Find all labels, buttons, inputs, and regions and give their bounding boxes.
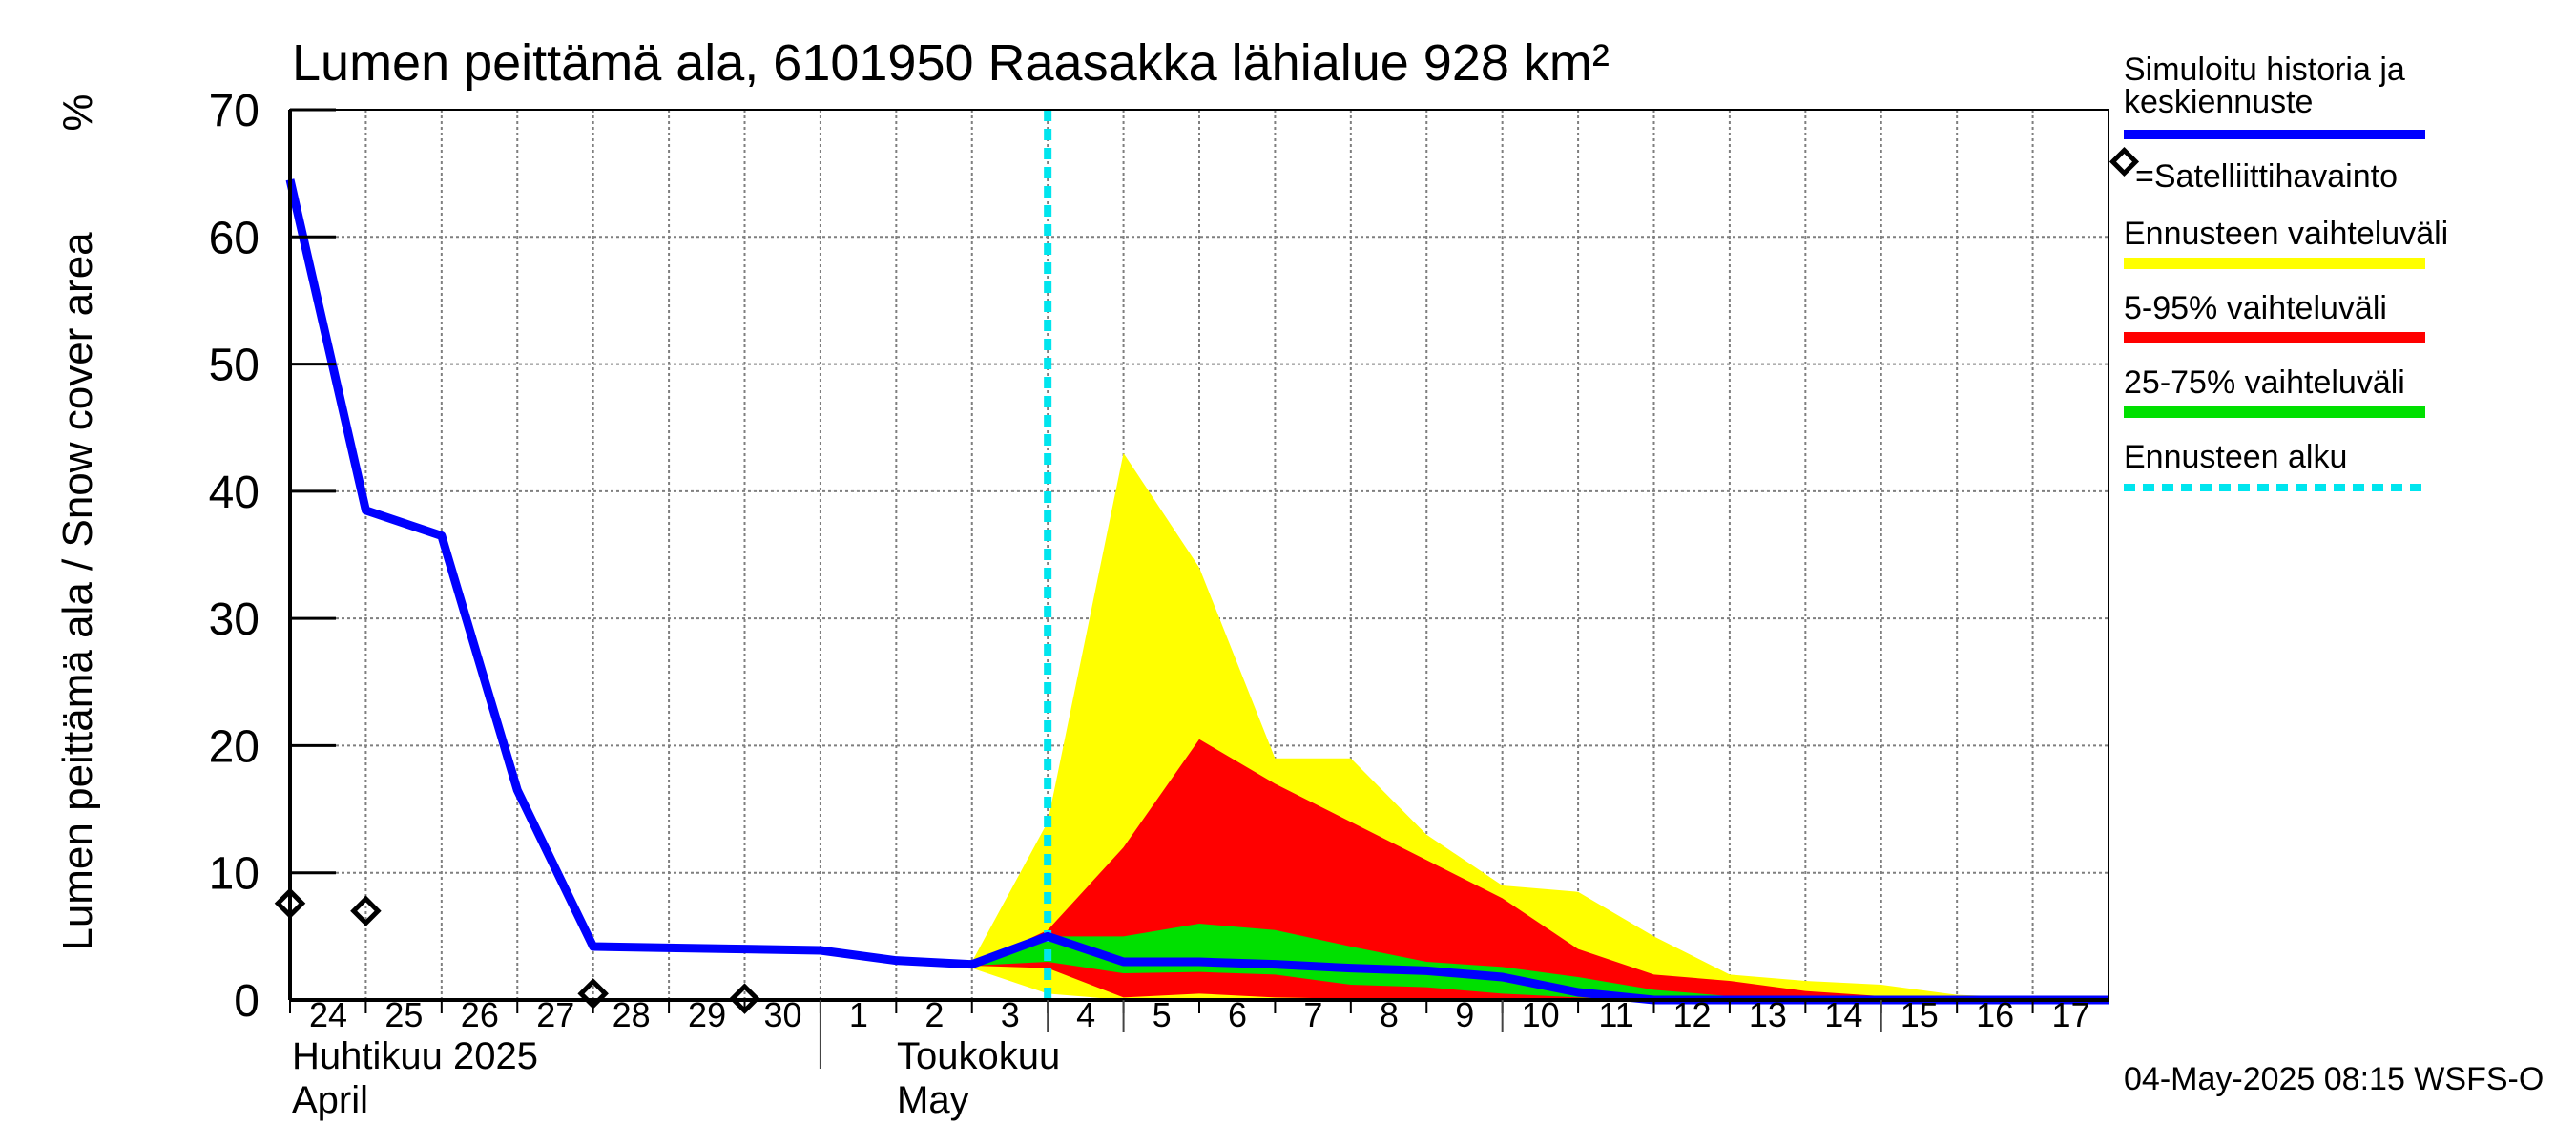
y-tick-label: 70: [209, 86, 260, 136]
x-tick-label: 3: [1001, 995, 1020, 1034]
x-tick-label: 25: [384, 995, 423, 1034]
y-tick-label: 30: [209, 594, 260, 645]
month-label-april-fi: Huhtikuu 2025: [292, 1035, 538, 1077]
footer-timestamp: 04-May-2025 08:15 WSFS-O: [2124, 1061, 2544, 1097]
x-tick-label: 27: [536, 995, 574, 1034]
x-tick-label: 5: [1153, 995, 1172, 1034]
legend: Simuloitu historia ja keskiennuste =Sate…: [2109, 52, 2448, 491]
y-tick-label: 40: [209, 468, 260, 518]
x-tick-label: 30: [763, 995, 801, 1034]
x-tick-label: 7: [1303, 995, 1322, 1034]
x-tick-label: 15: [1901, 995, 1939, 1034]
y-tick-label: 50: [209, 341, 260, 391]
x-tick-label: 8: [1380, 995, 1399, 1034]
y-axis-label: Lumen peittämä ala / Snow cover area: [54, 232, 101, 951]
x-tick-label: 14: [1824, 995, 1862, 1034]
legend-history-label-1: Simuloitu historia ja: [2124, 52, 2405, 88]
satellite-markers: [274, 887, 760, 1014]
legend-forecast-range-label: Ennusteen vaihteluväli: [2124, 216, 2448, 252]
x-tick-label: 16: [1976, 995, 2014, 1034]
month-label-april-en: April: [292, 1079, 368, 1121]
satellite-marker: [274, 887, 306, 919]
x-tick-label: 10: [1522, 995, 1560, 1034]
legend-25-75-label: 25-75% vaihteluväli: [2124, 364, 2405, 401]
x-tick-label: 9: [1455, 995, 1474, 1034]
legend-history-label-2: keskiennuste: [2124, 84, 2313, 120]
x-tick-label: 13: [1749, 995, 1787, 1034]
x-tick-label: 11: [1598, 995, 1633, 1034]
x-tick-label: 17: [2052, 995, 2090, 1034]
band-area-2: [971, 924, 2109, 1000]
y-tick-label: 0: [234, 976, 260, 1027]
x-tick-label: 24: [309, 995, 347, 1034]
x-tick-label: 1: [849, 995, 868, 1034]
legend-satellite-marker: [2109, 146, 2140, 177]
y-tick-label: 10: [209, 849, 260, 900]
x-tick-label: 6: [1228, 995, 1247, 1034]
x-tick-label: 29: [688, 995, 726, 1034]
legend-forecast-start-label: Ennusteen alku: [2124, 439, 2347, 475]
y-tick-label: 60: [209, 213, 260, 263]
forecast-bands: [971, 452, 2109, 1000]
satellite-marker: [350, 895, 382, 926]
y-axis-unit: %: [54, 94, 101, 131]
y-tick-label: 20: [209, 721, 260, 772]
chart-title: Lumen peittämä ala, 6101950 Raasakka läh…: [292, 34, 1610, 92]
x-tick-label: 26: [461, 995, 499, 1034]
legend-5-95-label: 5-95% vaihteluväli: [2124, 290, 2387, 326]
x-tick-label: 4: [1076, 995, 1095, 1034]
x-tick-label: 2: [924, 995, 944, 1034]
x-tick-label: 28: [613, 995, 651, 1034]
x-tick-label: 12: [1672, 995, 1711, 1034]
satellite-marker: [729, 983, 760, 1014]
satellite-marker: [577, 978, 609, 1010]
legend-satellite-label: =Satelliittihavainto: [2135, 158, 2398, 195]
month-label-may-en: May: [897, 1079, 969, 1121]
month-label-may-fi: Toukokuu: [897, 1035, 1060, 1077]
